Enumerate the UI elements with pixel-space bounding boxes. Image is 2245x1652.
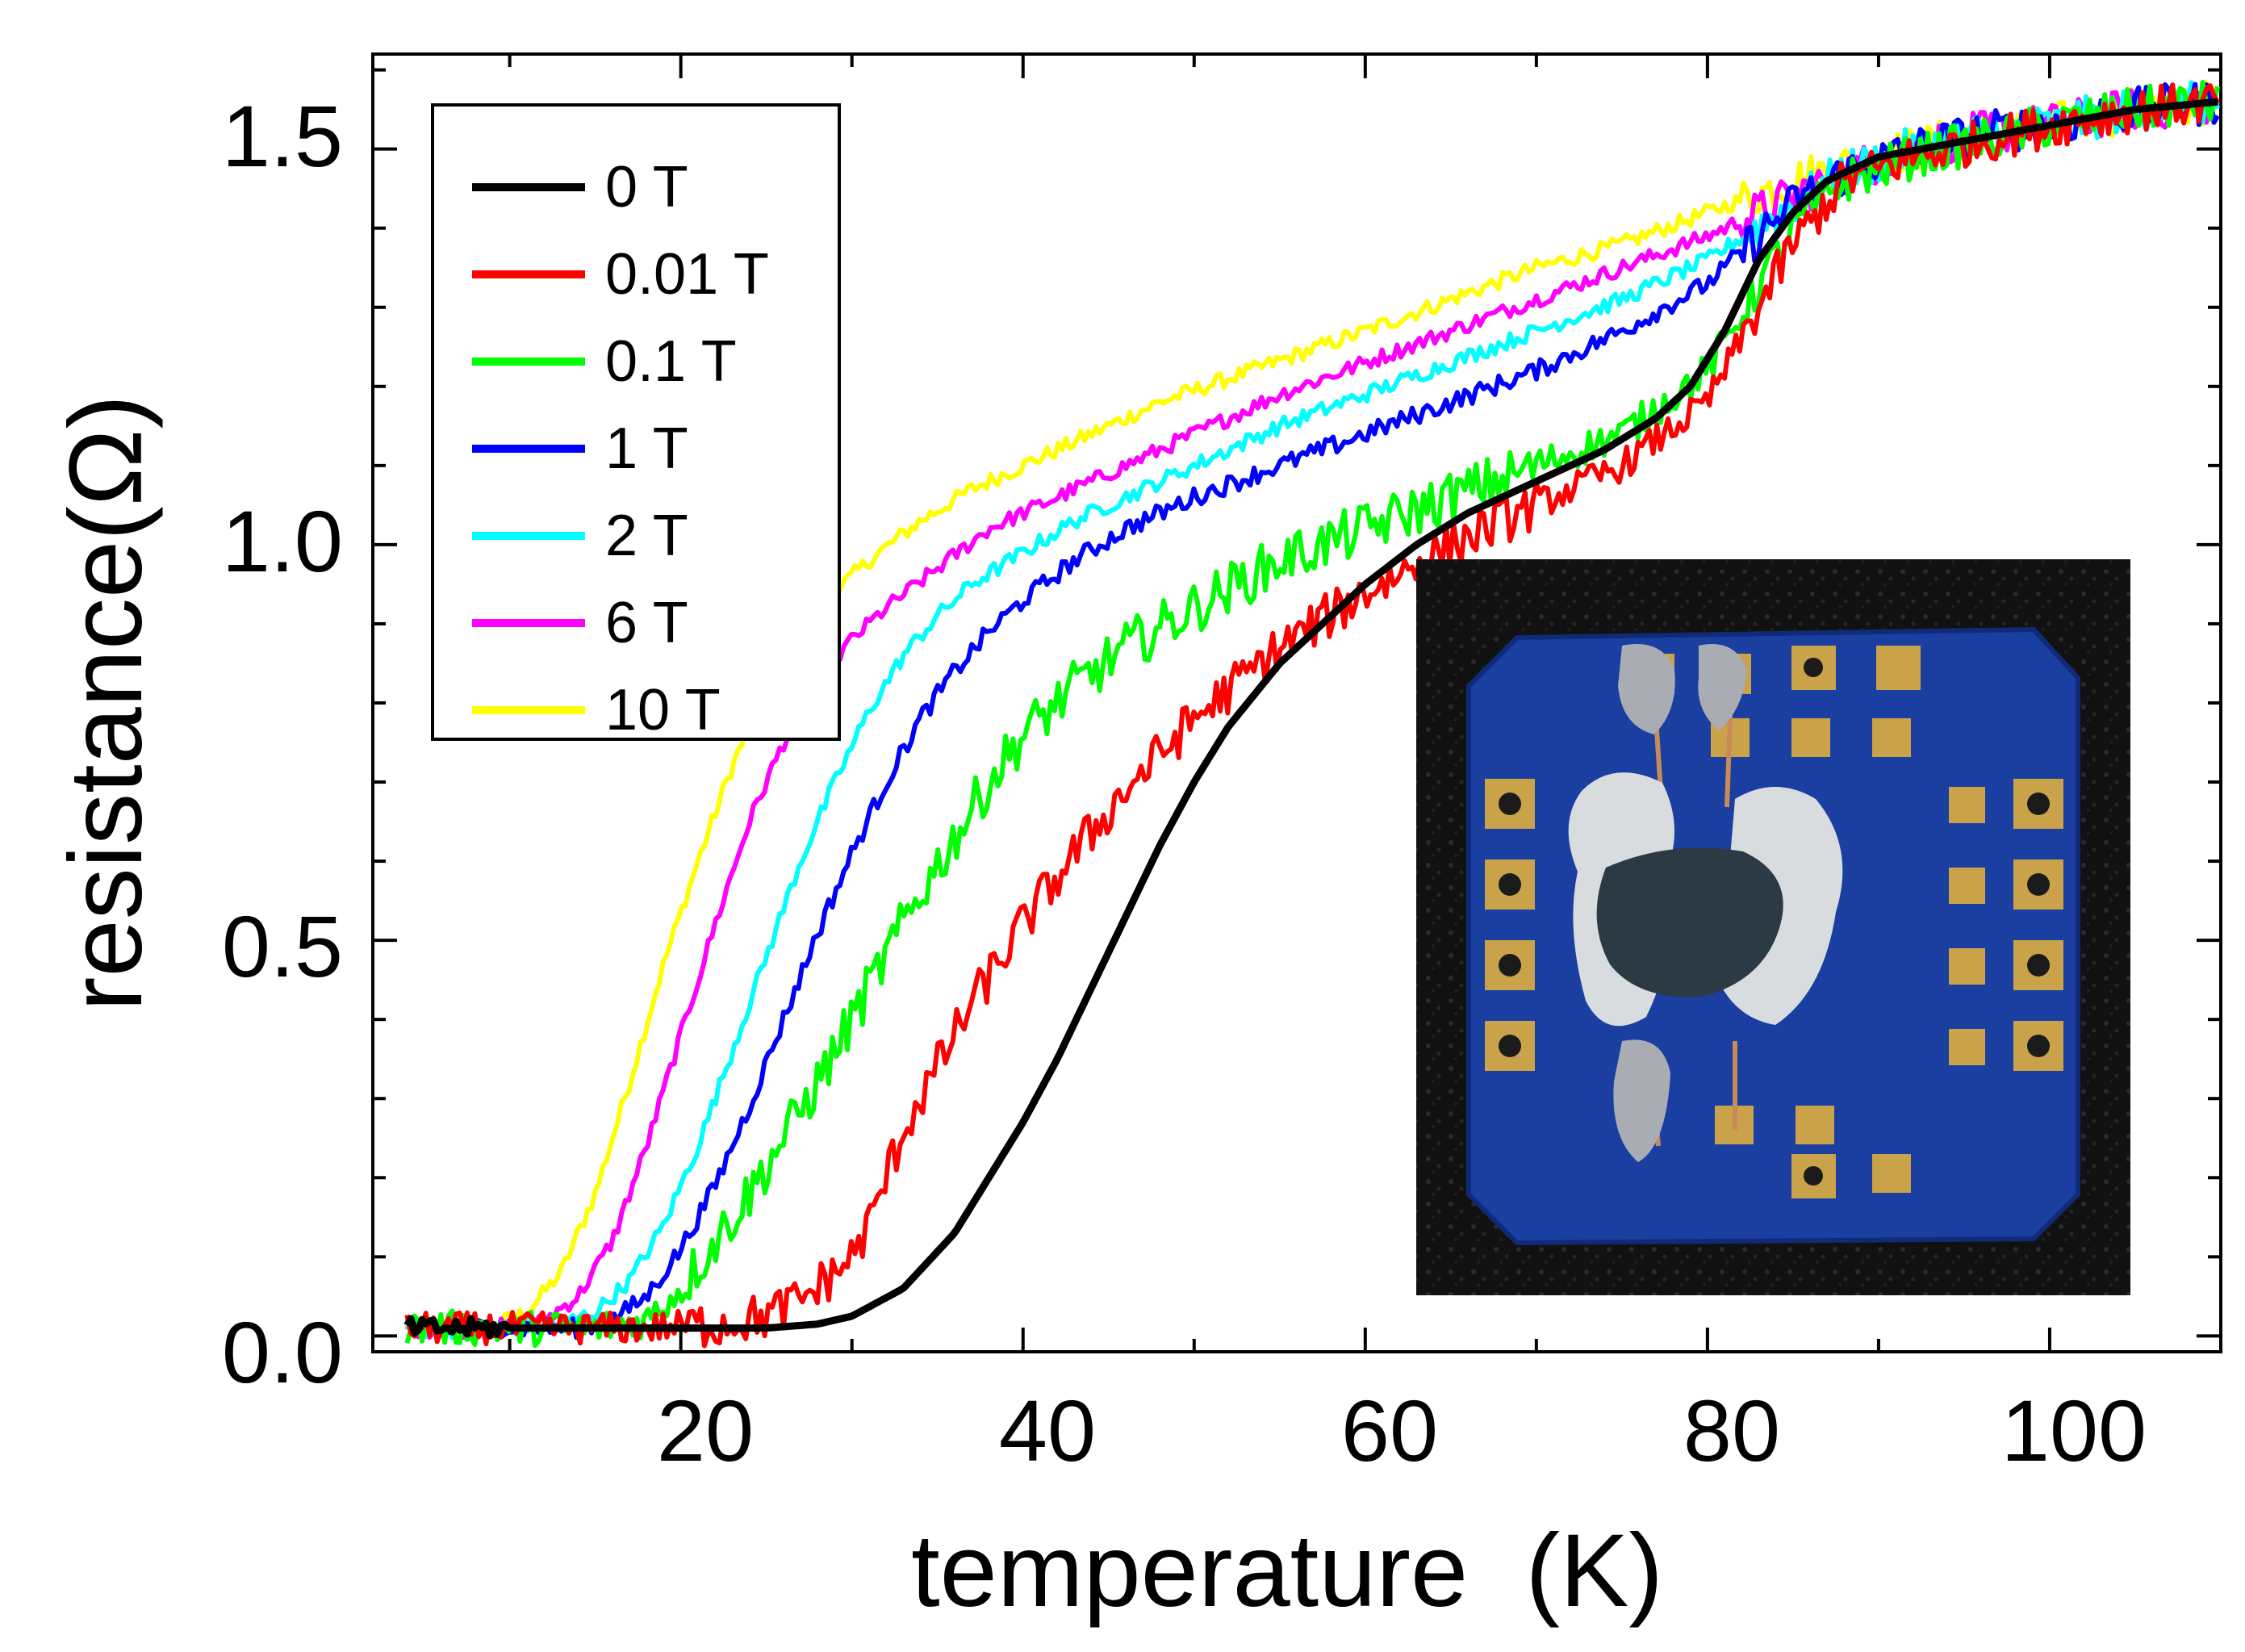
sample-crystal bbox=[1596, 847, 1783, 997]
y-tick-label: 1.5 bbox=[222, 87, 343, 185]
series-line bbox=[404, 82, 2220, 1349]
series-line bbox=[403, 98, 2218, 1340]
y-tick-labels: 0.0 0.5 1.0 1.5 bbox=[222, 87, 343, 1401]
y-tick-label: 0.0 bbox=[222, 1303, 343, 1401]
y-axis-title: resistance(Ω) bbox=[48, 395, 164, 1011]
legend-label: 1 T bbox=[605, 416, 688, 481]
x-tick-label: 80 bbox=[1683, 1382, 1780, 1479]
legend-item: 1 T bbox=[472, 416, 688, 481]
series-layer bbox=[403, 80, 2221, 1349]
legend-item: 0.1 T bbox=[472, 329, 737, 394]
legend-label: 0 T bbox=[605, 155, 688, 220]
legend-box bbox=[431, 103, 841, 741]
legend-item: 0 T bbox=[472, 155, 688, 220]
y-tick-label: 0.5 bbox=[222, 897, 343, 995]
series-line bbox=[404, 80, 2221, 1349]
legend-item: 0.01 T bbox=[472, 242, 769, 307]
legend-label: 0.01 T bbox=[605, 242, 769, 307]
x-tick-labels: 20 40 60 80 100 bbox=[657, 1382, 2147, 1479]
x-tick-label: 60 bbox=[1341, 1382, 1438, 1479]
x-tick-label: 100 bbox=[2001, 1382, 2147, 1479]
x-axis-title: temperature (K) bbox=[911, 1513, 1663, 1629]
x-tick-label: 40 bbox=[999, 1382, 1096, 1479]
legend-label: 0.1 T bbox=[605, 329, 737, 394]
legend-label: 10 T bbox=[605, 678, 721, 742]
legend-item: 2 T bbox=[472, 504, 688, 568]
y-tick-label: 1.0 bbox=[222, 492, 343, 590]
inset-sample-photo bbox=[1416, 559, 2130, 1295]
tick-layer bbox=[373, 54, 2222, 1352]
legend-item: 6 T bbox=[472, 591, 688, 655]
legend: 0 T 0.01 T 0.1 T 1 T 2 T 6 T 10 T bbox=[431, 103, 841, 742]
x-tick-label: 20 bbox=[657, 1382, 754, 1479]
legend-item: 10 T bbox=[472, 678, 721, 742]
legend-label: 6 T bbox=[605, 591, 688, 655]
series-line bbox=[404, 80, 2221, 1340]
pad-holes bbox=[1499, 658, 2050, 1186]
legend-label: 2 T bbox=[605, 504, 688, 568]
